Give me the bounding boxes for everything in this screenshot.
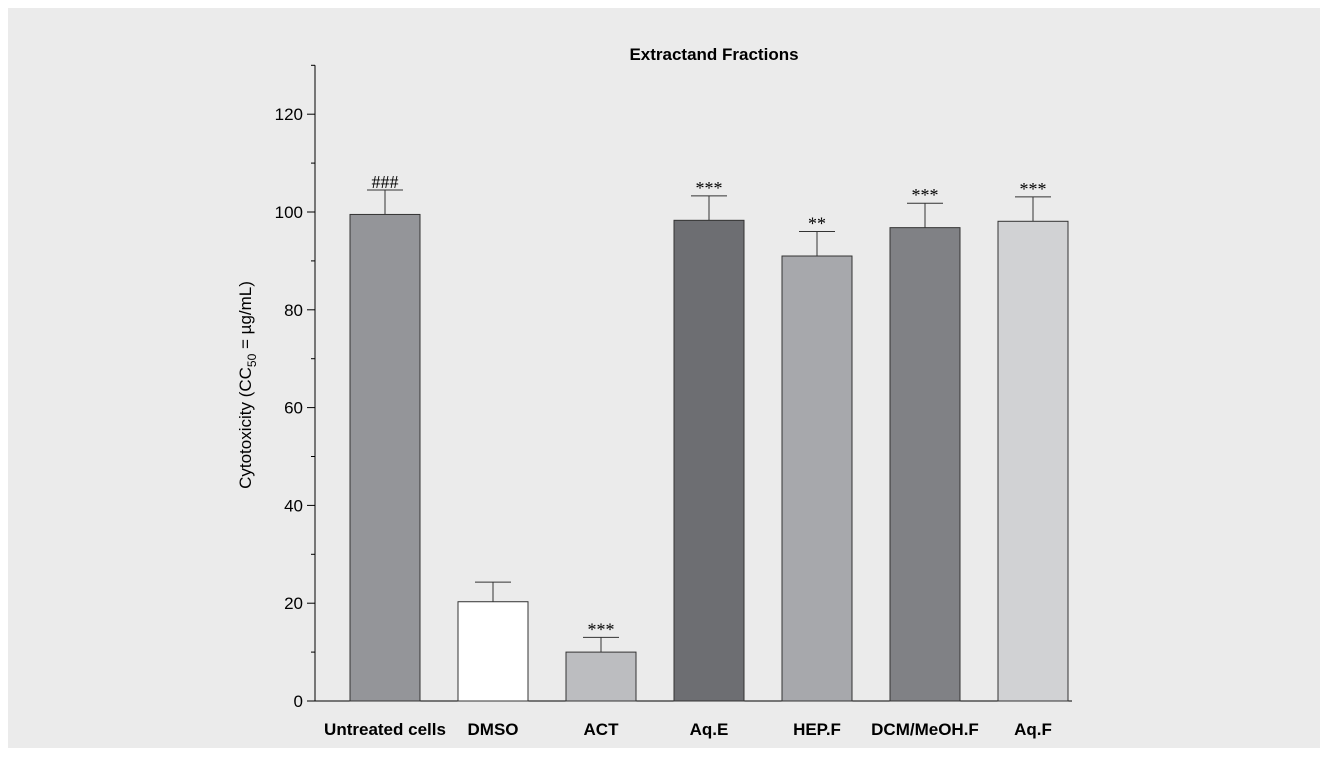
bar xyxy=(781,255,853,702)
chart-title: Extractand Fractions xyxy=(629,45,798,64)
chart-panel xyxy=(8,8,1320,748)
significance-label: *** xyxy=(588,619,615,639)
y-tick-label: 40 xyxy=(284,496,303,515)
bar xyxy=(457,601,529,702)
y-tick-label: 0 xyxy=(294,692,303,711)
x-tick-label: Aq.E xyxy=(690,720,729,739)
significance-label: ** xyxy=(808,214,826,234)
y-tick-label: 100 xyxy=(275,203,303,222)
y-tick-label: 20 xyxy=(284,594,303,613)
bar xyxy=(997,220,1069,702)
bar xyxy=(889,227,961,702)
bars: Untreated cells ### DMSO ACT *** Aq.E *** HEP.F… xyxy=(324,172,1069,739)
y-tick-label: 80 xyxy=(284,301,303,320)
significance-label: *** xyxy=(912,185,939,205)
y-tick-label: 120 xyxy=(275,105,303,124)
significance-label: ### xyxy=(372,172,399,192)
x-tick-label: Aq.F xyxy=(1014,720,1052,739)
significance-label: *** xyxy=(1020,179,1047,199)
y-tick-label: 60 xyxy=(284,399,303,418)
x-tick-label: HEP.F xyxy=(793,720,841,739)
y-axis-label: Cytotoxicity (CC50 = µg/mL) xyxy=(236,281,259,489)
x-tick-label: DMSO xyxy=(468,720,519,739)
significance-label: *** xyxy=(696,178,723,198)
x-tick-label: DCM/MeOH.F xyxy=(871,720,979,739)
x-tick-label: ACT xyxy=(584,720,620,739)
bar xyxy=(565,651,637,702)
bar xyxy=(349,213,421,702)
x-tick-label: Untreated cells xyxy=(324,720,446,739)
bar xyxy=(673,219,745,702)
